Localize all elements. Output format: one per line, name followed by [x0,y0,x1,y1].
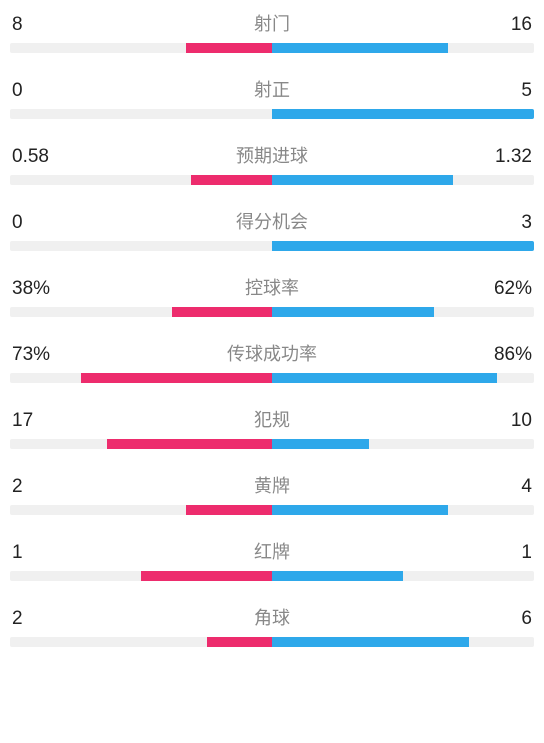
stat-bar-fill-left [81,373,272,383]
stat-header: 2黄牌4 [10,472,534,505]
stat-bar-half-right [272,439,534,449]
stat-bar-half-left [10,439,272,449]
stat-value-left: 8 [12,14,254,36]
stat-bar-track [10,637,534,647]
stat-bar-track [10,307,534,317]
stat-value-left: 73% [12,344,227,366]
stat-value-left: 17 [12,410,254,432]
stat-bar-half-left [10,307,272,317]
stat-label: 射正 [254,76,290,102]
stat-bar-fill-right [272,439,369,449]
stat-bar-half-left [10,637,272,647]
stat-header: 2角球6 [10,604,534,637]
stat-label: 红牌 [254,538,290,564]
stat-bar-half-right [272,505,534,515]
stat-label: 角球 [254,604,290,630]
stat-header: 0得分机会3 [10,208,534,241]
stat-value-right: 6 [290,608,532,630]
stat-label: 犯规 [254,406,290,432]
stat-bar-track [10,109,534,119]
stat-bar-fill-left [107,439,272,449]
stat-bar-track [10,373,534,383]
stat-label: 射门 [254,10,290,36]
stat-bar-fill-right [272,43,448,53]
stat-bar-half-left [10,373,272,383]
stat-row: 8射门16 [10,10,534,53]
stat-value-right: 16 [290,14,532,36]
stat-bar-fill-right [272,571,403,581]
stat-header: 1红牌1 [10,538,534,571]
stat-bar-half-left [10,571,272,581]
stat-value-right: 62% [299,278,532,300]
stat-row: 73%传球成功率86% [10,340,534,383]
stat-bar-track [10,241,534,251]
stat-bar-half-right [272,43,534,53]
stat-bar-half-right [272,109,534,119]
stat-bar-fill-right [272,307,434,317]
stat-row: 1红牌1 [10,538,534,581]
stat-header: 17犯规10 [10,406,534,439]
stat-bar-fill-right [272,637,469,647]
stat-bar-half-right [272,241,534,251]
stat-row: 17犯规10 [10,406,534,449]
stat-header: 73%传球成功率86% [10,340,534,373]
stat-header: 8射门16 [10,10,534,43]
stat-bar-half-right [272,571,534,581]
stat-value-left: 0 [12,80,254,102]
stat-row: 0.58预期进球1.32 [10,142,534,185]
stat-bar-track [10,43,534,53]
stat-bar-fill-left [186,505,272,515]
stat-value-left: 2 [12,608,254,630]
stat-value-right: 10 [290,410,532,432]
stat-row: 2黄牌4 [10,472,534,515]
stat-row: 0射正5 [10,76,534,119]
stat-value-left: 0 [12,212,236,234]
stat-bar-half-right [272,637,534,647]
stat-bar-half-right [272,175,534,185]
stat-value-left: 38% [12,278,245,300]
stat-bar-half-left [10,241,272,251]
stat-bar-fill-right [272,109,534,119]
stat-label: 控球率 [245,274,299,300]
stat-label: 预期进球 [236,142,308,168]
stat-bar-half-right [272,307,534,317]
stat-bar-fill-right [272,241,534,251]
stat-header: 38%控球率62% [10,274,534,307]
stat-bar-track [10,505,534,515]
stat-bar-fill-right [272,373,497,383]
stat-bar-fill-left [207,637,273,647]
stat-header: 0射正5 [10,76,534,109]
stat-label: 得分机会 [236,208,308,234]
stat-bar-track [10,175,534,185]
stat-label: 传球成功率 [227,340,317,366]
stat-row: 0得分机会3 [10,208,534,251]
stat-row: 38%控球率62% [10,274,534,317]
stat-value-right: 86% [317,344,532,366]
stat-label: 黄牌 [254,472,290,498]
stat-value-left: 1 [12,542,254,564]
stat-value-right: 5 [290,80,532,102]
stat-bar-fill-left [141,571,272,581]
stat-bar-half-left [10,109,272,119]
stat-value-right: 4 [290,476,532,498]
stat-bar-track [10,571,534,581]
stat-row: 2角球6 [10,604,534,647]
stat-value-right: 3 [308,212,532,234]
stat-value-right: 1.32 [308,146,532,168]
stat-bar-fill-left [172,307,272,317]
stat-value-right: 1 [290,542,532,564]
stat-bar-track [10,439,534,449]
stat-bar-fill-right [272,505,448,515]
stat-bar-fill-left [191,175,272,185]
stat-bar-half-left [10,43,272,53]
stat-value-left: 2 [12,476,254,498]
stat-bar-half-left [10,175,272,185]
stat-header: 0.58预期进球1.32 [10,142,534,175]
stat-bar-fill-left [186,43,272,53]
stat-bar-fill-right [272,175,453,185]
stat-bar-half-right [272,373,534,383]
stat-value-left: 0.58 [12,146,236,168]
stat-bar-half-left [10,505,272,515]
match-stats-container: 8射门160射正50.58预期进球1.320得分机会338%控球率62%73%传… [0,0,544,647]
